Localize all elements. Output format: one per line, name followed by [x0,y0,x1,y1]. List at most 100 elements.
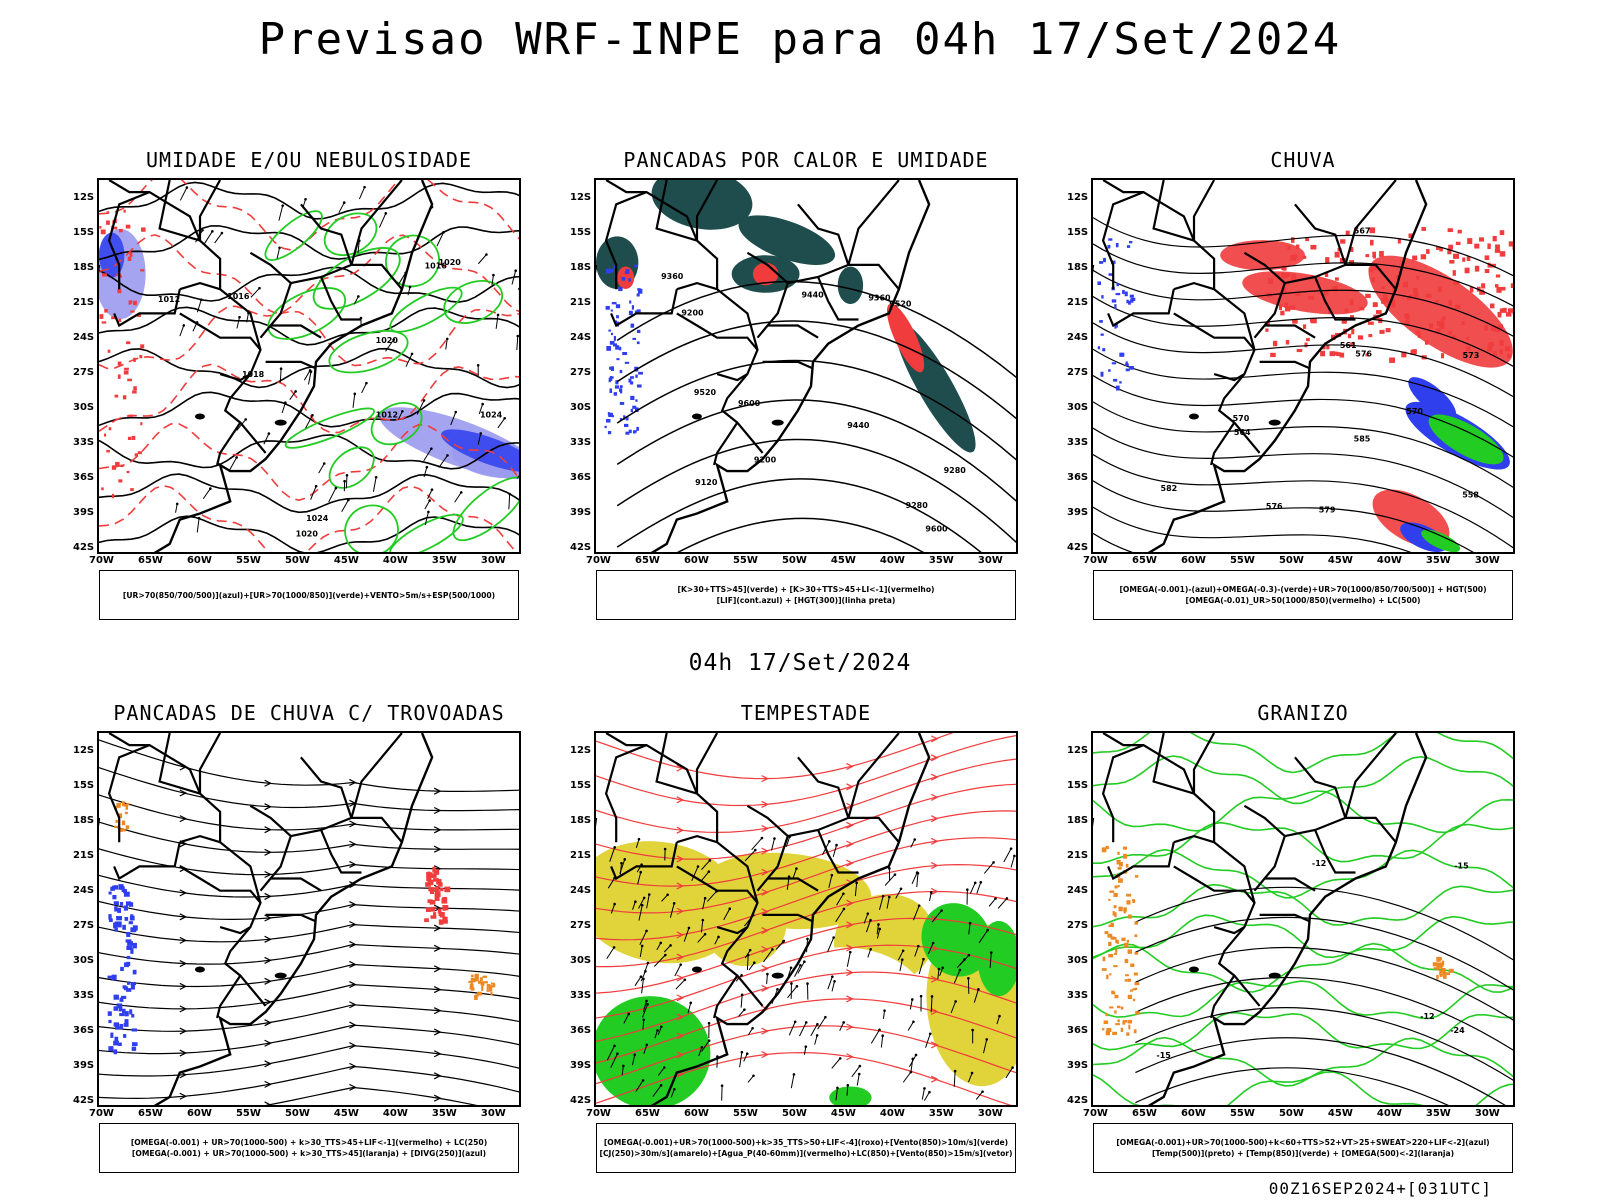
speckle [468,981,472,983]
wind-vector-head [1010,847,1013,850]
speckle [622,352,627,355]
wind-vector-head [859,1065,862,1068]
speckle [1441,353,1444,358]
speckle [114,928,117,932]
wind-vector-head [752,1074,755,1077]
wind-vector-head [311,414,314,417]
speckle [130,914,133,918]
speckle [487,984,491,987]
speckle [474,995,478,1000]
speckle [608,330,611,332]
speckle [129,1009,132,1014]
speckle [441,898,447,904]
wind-vector-head [613,903,616,906]
speckle [1113,965,1117,967]
speckle [1512,246,1515,249]
speckle [1308,296,1314,300]
wind-vector-head [790,982,793,985]
speckle [1114,905,1117,908]
map-borders [1093,733,1426,1107]
wind-vector [1011,856,1014,867]
speckle [635,399,637,401]
lon-tick-label: 60W [684,555,709,566]
speckle [1109,891,1114,893]
speckle [633,430,636,433]
speckle [1106,1028,1111,1032]
main-title: Previsao WRF-INPE para 04h 17/Set/2024 [0,14,1600,65]
lon-tick-label: 70W [1083,555,1108,566]
speckle [1429,323,1433,328]
lat-tick-label: 36S [570,1025,591,1036]
lat-tick-label: 12S [570,745,591,756]
country-border [747,757,848,836]
country-border [114,842,180,878]
speckle [431,874,437,878]
wind-vector-head [430,447,433,450]
country-border [677,313,758,349]
wind-vector [203,489,210,499]
country-border [261,836,291,891]
contour-label: 1012 [376,410,398,419]
speckle [625,362,629,364]
footer-stamp: 00Z16SEP2024+[031UTC] [1269,1179,1492,1198]
lake-mark [772,973,784,979]
lake-mark [275,973,287,979]
speckle [432,867,435,873]
speckle [1124,943,1128,948]
speckle [1108,954,1113,957]
speckle [435,896,440,901]
lat-tick-label: 24S [73,332,94,343]
speckle [131,982,136,985]
wind-vector-head [702,919,705,922]
lon-tick-label: 55W [733,1108,758,1119]
wind-vector-head [994,897,997,900]
country-border [1174,313,1255,349]
contour-label: 576 [1355,350,1372,359]
speckle [106,450,110,453]
lat-tick-label: 42S [1067,542,1088,553]
wind-vector-head [309,369,312,372]
speckle [126,825,129,829]
wind-vector-head [794,1020,797,1023]
lon-tick-label: 65W [1132,555,1157,566]
speckle [1116,293,1121,295]
speckle [1134,1029,1137,1033]
streamlines [99,737,521,1107]
lake-mark [772,420,784,426]
wind-vector-head [998,1015,1001,1018]
speckle [1304,343,1307,348]
map-borders [99,180,432,554]
speckle [1458,230,1462,234]
speckle [1509,241,1515,246]
speckle [109,892,112,895]
speckle [108,1011,112,1016]
wind-vector-head [771,948,774,951]
country-border [1174,283,1214,289]
speckle [620,385,623,388]
speckle [620,370,623,373]
wind-vector-head [968,954,971,957]
lat-tick-label: 15S [1067,227,1088,238]
wind-vector-head [1006,897,1009,900]
wind-vector-head [717,936,720,939]
wind-vector [857,1074,859,1086]
wind-vector-head [645,1000,648,1003]
speckle [490,992,492,996]
speckle [629,300,631,303]
wind-vector-head [843,908,846,911]
lon-tick-label: 60W [684,1108,709,1119]
speckle [1123,847,1127,850]
speckle [122,820,125,825]
lon-tick-label: 45W [334,1108,359,1119]
speckle [133,970,137,975]
wind-vector [373,477,376,491]
wind-vector [237,317,240,328]
speckle [1511,283,1514,288]
wind-vector-head [911,1058,914,1061]
wind-vector-head [746,1052,749,1055]
wind-vector-head [673,902,676,905]
wind-vector-head [831,874,834,877]
lon-tick-label: 50W [1279,555,1304,566]
green-contour [322,439,382,496]
lat-tick-label: 15S [73,227,94,238]
